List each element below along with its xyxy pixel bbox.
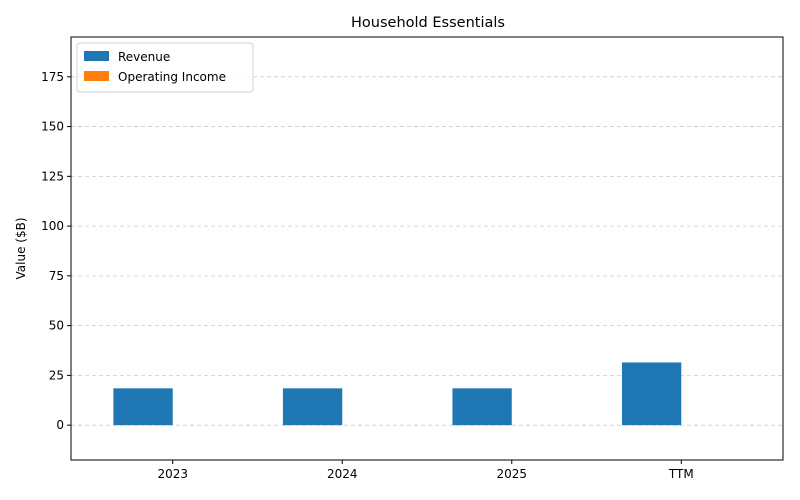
y-tick-label: 100 <box>41 219 64 233</box>
axes <box>70 36 784 461</box>
y-tick-label: 125 <box>41 169 64 183</box>
bar-revenue <box>621 362 682 426</box>
y-tick-label: 150 <box>41 120 64 134</box>
legend-label: Operating Income <box>118 70 226 84</box>
y-axis-label: Value ($B) <box>14 218 28 280</box>
y-tick-label: 50 <box>49 319 64 333</box>
legend-box <box>76 42 254 93</box>
chart-title: Household Essentials <box>351 15 505 31</box>
legend: Revenue Operating Income <box>76 42 254 93</box>
plot-frame <box>70 36 784 461</box>
bar-revenue <box>113 388 173 426</box>
bar-revenue <box>452 388 512 426</box>
legend-label: Revenue <box>118 50 170 64</box>
x-tick-label: TTM <box>668 467 694 481</box>
legend-swatch <box>84 71 109 81</box>
y-ticks: 0 25 50 75 100 125 150 175 <box>41 70 71 432</box>
x-ticks: 2023 2024 2025 TTM <box>157 460 694 481</box>
bar-revenue <box>282 388 343 426</box>
x-tick-label: 2023 <box>157 467 188 481</box>
x-tick-label: 2025 <box>496 467 527 481</box>
y-tick-label: 0 <box>56 418 64 432</box>
y-tick-label: 175 <box>41 70 64 84</box>
y-tick-label: 75 <box>49 269 64 283</box>
y-tick-label: 25 <box>49 368 64 382</box>
x-tick-label: 2024 <box>327 467 358 481</box>
legend-swatch <box>84 51 109 61</box>
bars <box>113 362 682 426</box>
